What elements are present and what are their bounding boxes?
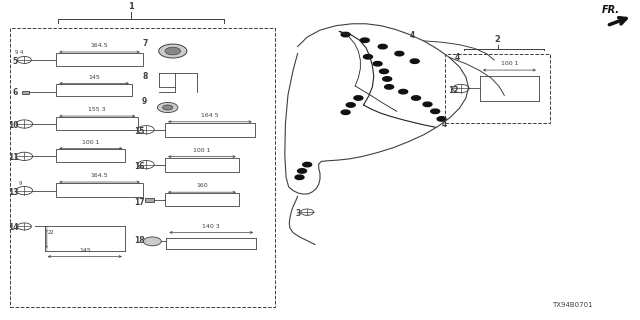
Text: 12: 12 xyxy=(448,86,458,95)
Circle shape xyxy=(298,169,307,173)
Circle shape xyxy=(378,44,387,49)
Text: 13: 13 xyxy=(8,188,18,197)
Circle shape xyxy=(341,32,350,37)
Text: 1: 1 xyxy=(128,2,134,11)
Circle shape xyxy=(385,85,394,89)
Circle shape xyxy=(165,47,180,55)
Circle shape xyxy=(431,109,440,114)
Text: 9 4: 9 4 xyxy=(15,50,24,55)
Bar xyxy=(56,183,143,197)
Bar xyxy=(165,123,255,137)
Text: 9: 9 xyxy=(19,181,22,186)
Circle shape xyxy=(16,120,33,128)
Text: 7: 7 xyxy=(142,39,147,48)
Circle shape xyxy=(383,77,392,81)
Text: 22: 22 xyxy=(48,230,55,235)
Circle shape xyxy=(138,125,154,134)
Text: 11: 11 xyxy=(8,154,18,163)
Bar xyxy=(165,193,239,206)
Text: 100 1: 100 1 xyxy=(82,140,100,145)
Circle shape xyxy=(452,84,469,92)
Text: 140 3: 140 3 xyxy=(202,224,220,229)
Circle shape xyxy=(360,38,369,43)
Circle shape xyxy=(159,44,187,58)
Circle shape xyxy=(412,96,420,100)
Text: 17: 17 xyxy=(134,197,145,206)
Text: 14: 14 xyxy=(8,223,18,232)
Text: 10: 10 xyxy=(8,121,18,130)
Text: 164 5: 164 5 xyxy=(201,113,219,118)
Bar xyxy=(165,158,239,172)
Text: 8: 8 xyxy=(142,72,147,81)
Circle shape xyxy=(437,117,446,121)
Text: 160: 160 xyxy=(196,183,208,188)
Text: 155 3: 155 3 xyxy=(88,107,106,112)
Text: 18: 18 xyxy=(134,236,145,245)
Circle shape xyxy=(17,223,31,230)
Text: 5: 5 xyxy=(13,57,18,66)
Circle shape xyxy=(410,59,419,63)
Text: 164.5: 164.5 xyxy=(91,43,108,48)
Bar xyxy=(56,149,125,162)
Circle shape xyxy=(373,61,382,66)
Circle shape xyxy=(364,54,372,59)
Text: TX94B0701: TX94B0701 xyxy=(552,302,592,308)
Circle shape xyxy=(346,103,355,107)
Text: 9: 9 xyxy=(142,97,147,106)
Circle shape xyxy=(301,209,314,215)
Text: 145: 145 xyxy=(88,75,100,80)
Text: 100 1: 100 1 xyxy=(500,61,518,66)
Circle shape xyxy=(16,152,33,160)
Text: 6: 6 xyxy=(13,88,18,97)
Text: 4: 4 xyxy=(442,120,447,129)
Circle shape xyxy=(341,110,350,115)
Circle shape xyxy=(143,237,161,246)
Bar xyxy=(22,91,29,94)
Text: 145: 145 xyxy=(79,248,91,253)
Bar xyxy=(56,53,143,66)
Text: 2: 2 xyxy=(495,35,500,44)
Bar xyxy=(145,198,154,202)
Bar xyxy=(56,84,132,96)
Circle shape xyxy=(157,102,178,113)
Text: 16: 16 xyxy=(134,162,145,171)
Circle shape xyxy=(399,89,408,94)
Circle shape xyxy=(380,69,388,74)
Circle shape xyxy=(354,96,363,100)
Circle shape xyxy=(138,160,154,169)
Circle shape xyxy=(423,102,432,107)
Text: 15: 15 xyxy=(134,127,145,136)
Text: 100 1: 100 1 xyxy=(193,148,211,153)
Circle shape xyxy=(16,187,33,195)
Bar xyxy=(10,28,275,307)
Text: 4: 4 xyxy=(454,53,460,62)
Circle shape xyxy=(17,56,31,63)
Circle shape xyxy=(295,175,304,180)
Bar xyxy=(56,117,138,130)
Text: 4: 4 xyxy=(410,31,415,40)
Circle shape xyxy=(163,105,173,110)
Text: FR.: FR. xyxy=(602,5,620,15)
Text: 3: 3 xyxy=(296,209,301,218)
Text: 164.5: 164.5 xyxy=(91,173,108,178)
Bar xyxy=(445,53,550,124)
Circle shape xyxy=(303,162,312,167)
Circle shape xyxy=(395,52,404,56)
